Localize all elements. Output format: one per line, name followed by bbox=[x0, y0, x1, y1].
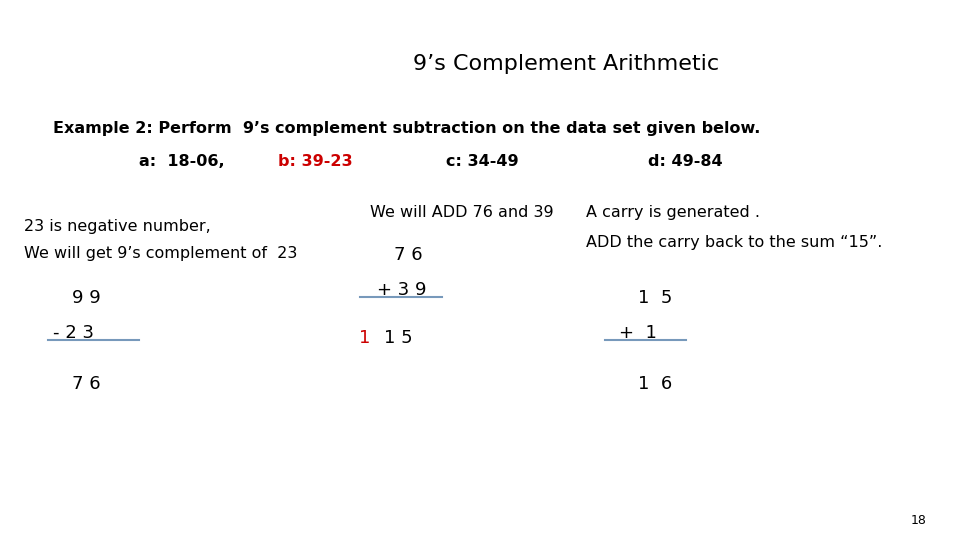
Text: 9’s Complement Arithmetic: 9’s Complement Arithmetic bbox=[413, 54, 719, 74]
Text: ADD the carry back to the sum “15”.: ADD the carry back to the sum “15”. bbox=[586, 235, 882, 250]
Text: - 2 3: - 2 3 bbox=[53, 324, 94, 342]
Text: We will get 9’s complement of  23: We will get 9’s complement of 23 bbox=[24, 246, 298, 261]
Text: 18: 18 bbox=[910, 514, 926, 526]
Text: We will ADD 76 and 39: We will ADD 76 and 39 bbox=[370, 205, 553, 220]
Text: Example 2: Perform  9’s complement subtraction on the data set given below.: Example 2: Perform 9’s complement subtra… bbox=[53, 122, 760, 137]
Text: 7 6: 7 6 bbox=[72, 375, 101, 393]
Text: 1  5: 1 5 bbox=[638, 289, 673, 307]
Text: 7 6: 7 6 bbox=[394, 246, 422, 264]
Text: +  1: + 1 bbox=[619, 324, 657, 342]
Text: 1: 1 bbox=[359, 329, 371, 347]
Text: c: 34-49: c: 34-49 bbox=[446, 154, 519, 169]
Text: 9 9: 9 9 bbox=[72, 289, 101, 307]
Text: a:  18-06,: a: 18-06, bbox=[139, 154, 225, 169]
Text: d: 49-84: d: 49-84 bbox=[648, 154, 723, 169]
Text: 1 5: 1 5 bbox=[384, 329, 413, 347]
Text: A carry is generated .: A carry is generated . bbox=[586, 205, 759, 220]
Text: + 3 9: + 3 9 bbox=[377, 281, 427, 299]
Text: 23 is negative number,: 23 is negative number, bbox=[24, 219, 211, 234]
Text: b: 39-23: b: 39-23 bbox=[278, 154, 353, 169]
Text: 1  6: 1 6 bbox=[638, 375, 673, 393]
